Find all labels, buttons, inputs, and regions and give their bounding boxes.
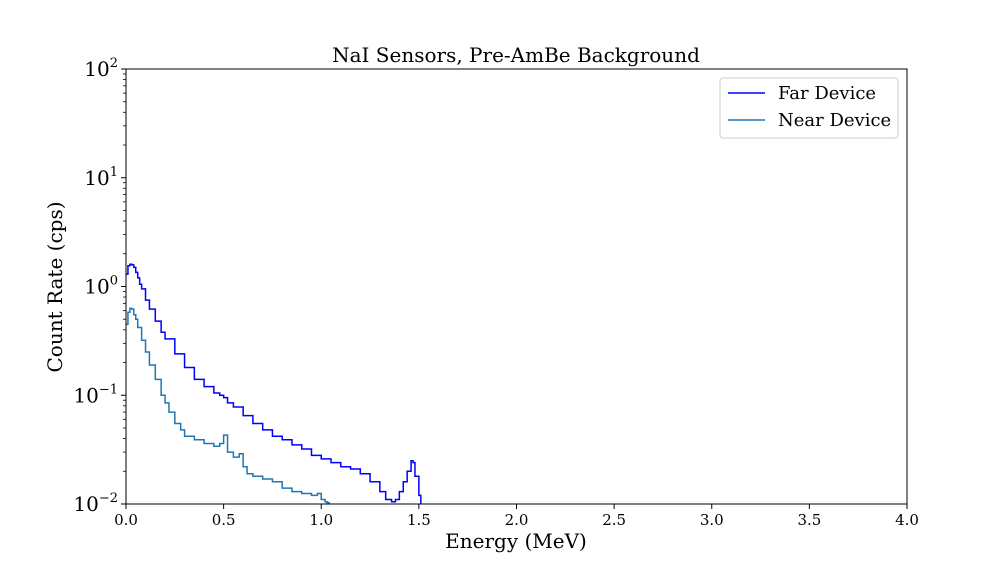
x-tick-label: 4.0: [895, 511, 919, 529]
y-tick-label: 102: [84, 56, 118, 81]
legend-label-far-device: Far Device: [778, 83, 876, 104]
x-tick-label: 0.5: [212, 511, 236, 529]
y-axis-label: Count Rate (cps): [43, 201, 67, 372]
x-axis: 0.0 0.5 1.0 1.5 2.0 2.5 3.0 3.5 4.0: [114, 504, 919, 529]
x-tick-label: 1.5: [407, 511, 431, 529]
x-tick-label: 0.0: [114, 511, 138, 529]
x-tick-label: 3.5: [797, 511, 821, 529]
x-tick-label: 3.0: [700, 511, 724, 529]
series-line-far-device: [126, 263, 422, 504]
legend: Far Device Near Device: [719, 77, 899, 139]
y-tick-label: 101: [84, 165, 118, 190]
x-tick-label: 2.0: [505, 511, 529, 529]
x-tick-label: 1.0: [309, 511, 333, 529]
y-tick-label: 10−2: [73, 491, 118, 516]
x-axis-label: Energy (MeV): [445, 529, 587, 553]
y-tick-label: 100: [84, 274, 118, 299]
x-tick-label: 2.5: [602, 511, 626, 529]
series-line-near-device: [126, 307, 330, 504]
y-axis: 10−2 10−1 100 101 102: [73, 56, 126, 516]
series-layer: [126, 263, 422, 504]
legend-label-near-device: Near Device: [778, 110, 891, 131]
y-tick-label: 10−1: [73, 382, 118, 407]
chart-title: NaI Sensors, Pre-AmBe Background: [332, 43, 700, 67]
